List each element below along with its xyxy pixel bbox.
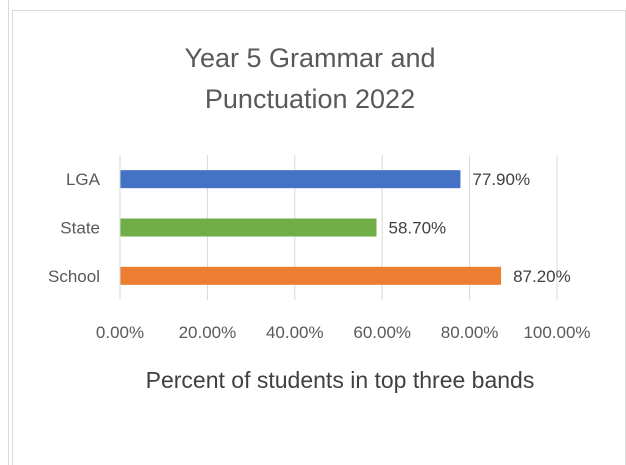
outer-frame-left-line: [8, 0, 9, 465]
x-axis-label: Percent of students in top three bands: [145, 367, 535, 393]
chart-border-left: [12, 10, 13, 465]
bar-lga: [120, 170, 461, 189]
x-tick-label: 0.00%: [96, 323, 144, 342]
data-labels: 77.90% 58.70% 87.20%: [389, 170, 571, 286]
x-tick-label: 40.00%: [266, 323, 324, 342]
bar-state: [120, 218, 377, 237]
y-tick-labels: LGA State School: [48, 170, 101, 286]
x-tick-label: 20.00%: [179, 323, 237, 342]
chart-title: Year 5 Grammar and Punctuation 2022: [184, 43, 436, 114]
chart-border-top: [12, 10, 626, 11]
x-tick-labels: 0.00% 20.00% 40.00% 60.00% 80.00% 100.00%: [96, 323, 591, 342]
x-tick-label: 60.00%: [353, 323, 411, 342]
y-tick-label: State: [60, 219, 100, 238]
x-tick-label: 80.00%: [441, 323, 499, 342]
y-tick-label: School: [48, 267, 100, 286]
y-tick-label: LGA: [66, 170, 101, 189]
data-label: 58.70%: [389, 219, 447, 238]
data-label: 87.20%: [513, 267, 571, 286]
data-label: 77.90%: [472, 170, 530, 189]
x-tick-label: 100.00%: [523, 323, 590, 342]
bar-school: [120, 266, 502, 285]
bars: [120, 170, 502, 285]
